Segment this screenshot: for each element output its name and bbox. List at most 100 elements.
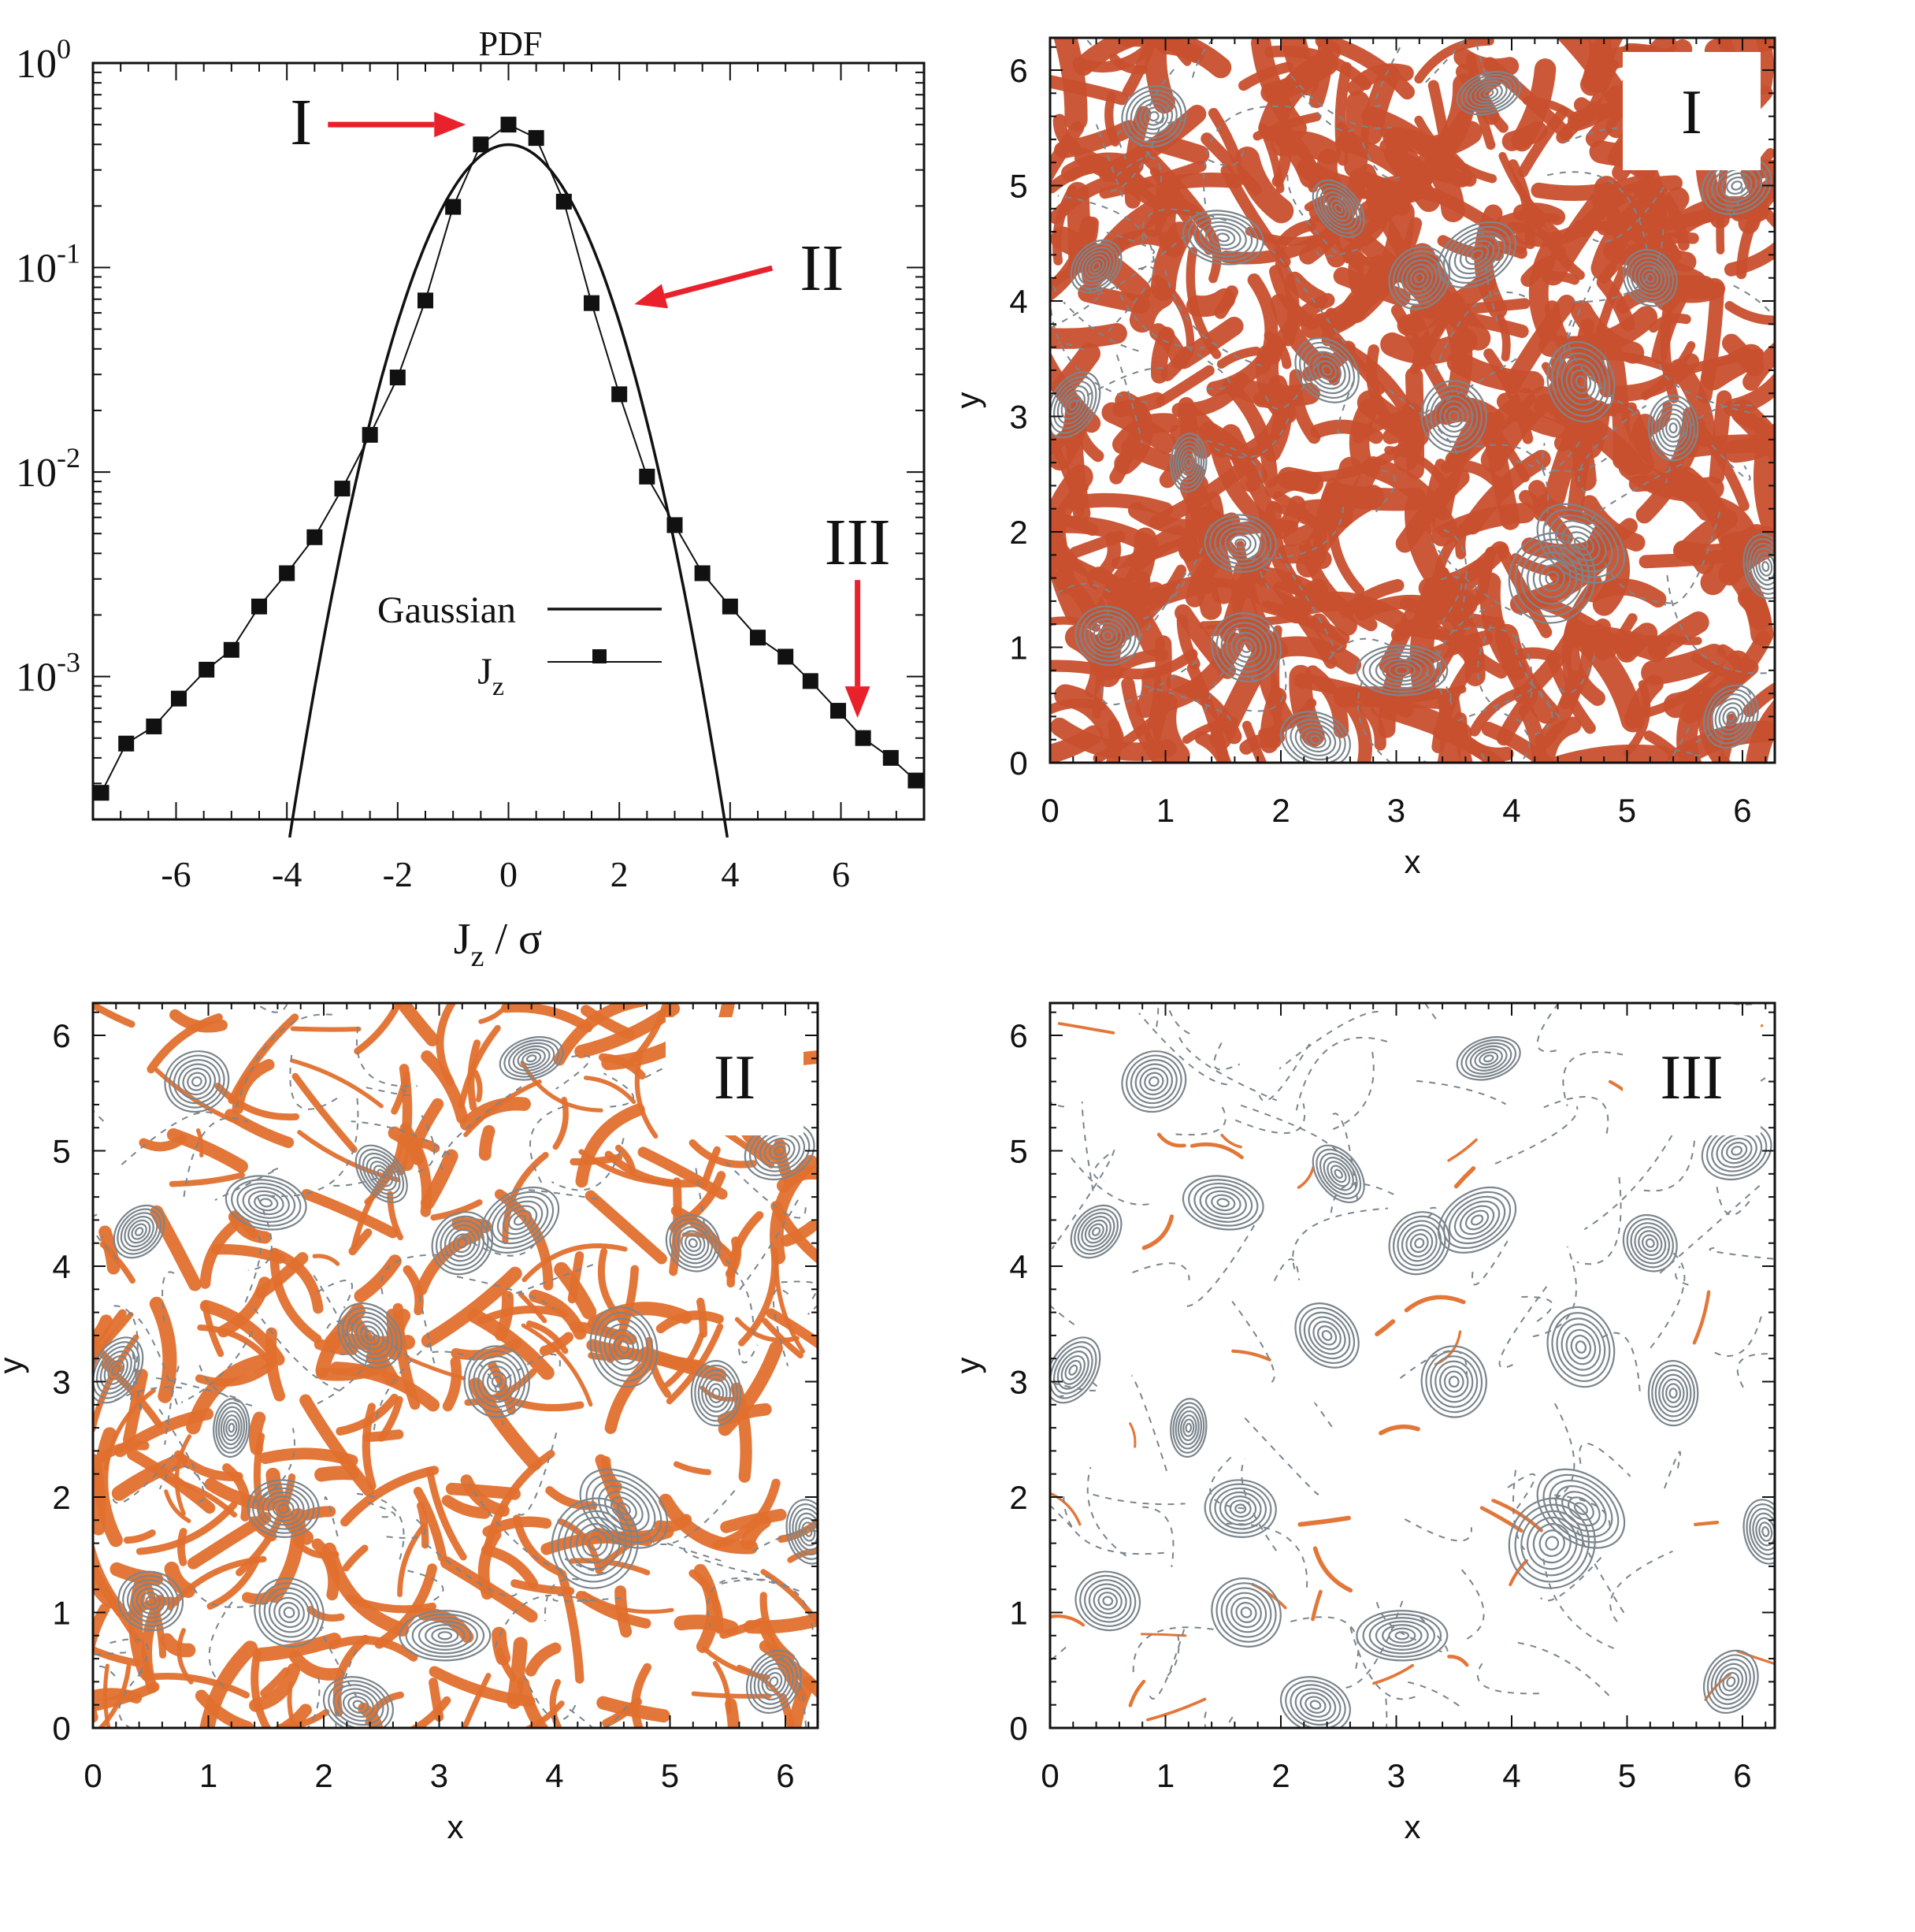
pdf-chart: PDF 100 10-1 10-2 10-3 -6 -4 -2 0 2 4 6 Gaussian …: [16, 24, 926, 973]
x-tick-label: 2: [1271, 792, 1290, 829]
x-tick-label: 6: [832, 854, 850, 894]
x-tick-label: 4: [1502, 1757, 1520, 1794]
x-tick-label: 2: [610, 854, 629, 894]
y-tick-label: 2: [1009, 514, 1027, 551]
jz-point: [334, 481, 351, 497]
jz-point: [306, 529, 323, 545]
jz-point: [584, 295, 599, 311]
x-tick-label: 2: [1271, 1757, 1290, 1794]
y-tick-label: 0: [1009, 1710, 1027, 1747]
jz-point: [279, 565, 295, 581]
jz-point: [855, 730, 871, 746]
x-tick-label: 4: [721, 854, 739, 894]
legend-gaussian-label: Gaussian: [377, 589, 516, 631]
annotation-arrowhead: [634, 284, 668, 309]
x-tick-label: -2: [383, 854, 413, 894]
panel-label: II: [714, 1043, 755, 1113]
x-tick-label: 4: [1502, 792, 1520, 829]
jz-point: [146, 718, 162, 734]
jz-point: [362, 426, 378, 443]
x-tick-label: 1: [1156, 1757, 1175, 1794]
jz-point: [750, 630, 766, 646]
pdf-legend: Gaussian Jz: [377, 589, 662, 701]
x-tick-label: 0: [499, 854, 518, 894]
plot-frame: [1048, 1001, 1776, 1730]
y-axis-label: y: [957, 1358, 986, 1374]
annotation-arrowhead: [434, 112, 466, 138]
y-tick-label: 6: [1009, 52, 1027, 89]
axis-ticks: [1049, 1003, 1775, 1729]
x-axis-label: x: [447, 1808, 464, 1845]
pdf-ticks: [92, 62, 925, 820]
jz-point: [882, 749, 899, 766]
x-tick-label: -6: [161, 854, 191, 894]
jz-point: [171, 690, 187, 707]
x-tick-label: 0: [84, 1757, 102, 1794]
panel-label: I: [1681, 78, 1702, 147]
jz-point: [199, 661, 215, 678]
contour-panel-I: 0 1 2 3 4 5 6 0 1 2 3 4 5 6 x y I: [957, 36, 1776, 880]
jz-point: [555, 193, 572, 210]
y-tick-label: 1: [1009, 630, 1027, 667]
flux-contours-dashed: [1050, 38, 1775, 763]
jz-point: [611, 386, 628, 403]
y-tick-label: 4: [52, 1248, 70, 1285]
jz-point: [418, 292, 433, 309]
pdf-xtick-labels: -6 -4 -2 0 2 4 6: [161, 854, 850, 894]
jz-point: [639, 468, 655, 485]
jz-point: [778, 648, 794, 665]
legend-jz-label: Jz: [477, 651, 504, 701]
jz-point: [223, 641, 239, 658]
y-tick-label: 1: [1009, 1595, 1027, 1632]
jz-point: [251, 598, 267, 615]
annotation-label-III: III: [825, 506, 891, 579]
x-tick-label: 2: [314, 1757, 332, 1794]
x-axis-label: x: [1405, 1808, 1421, 1845]
y-tick-label: 6: [1009, 1017, 1027, 1054]
jz-point: [118, 735, 135, 752]
x-tick-label: -4: [272, 854, 302, 894]
x-tick-label: 5: [1618, 792, 1636, 829]
x-axis-label: x: [1405, 843, 1421, 880]
x-tick-label: 0: [1041, 1757, 1059, 1794]
x-tick-label: 3: [1387, 1757, 1405, 1794]
panel-label-box: [1623, 1017, 1761, 1135]
x-tick-label: 6: [776, 1757, 794, 1794]
panel-label-box: [666, 1017, 803, 1135]
jz-point: [666, 517, 683, 533]
x-tick-label: 6: [1733, 792, 1751, 829]
y-tick-label: 0: [52, 1710, 70, 1747]
x-tick-label: 5: [661, 1757, 679, 1794]
jz-point: [907, 772, 924, 789]
annotation-label-II: II: [800, 232, 844, 305]
jz-point: [500, 117, 517, 133]
pdf-plot-frame: [91, 61, 926, 821]
plot-frame: [1048, 36, 1776, 764]
panel-label: III: [1661, 1043, 1724, 1113]
y-tick-label: 4: [1009, 1248, 1027, 1285]
y-tick-label: 5: [52, 1133, 70, 1170]
y-axis-label: y: [0, 1358, 29, 1374]
jz-point: [829, 703, 846, 719]
x-tick-label: 5: [1618, 1757, 1636, 1794]
jz-point: [722, 598, 738, 615]
jz-point: [473, 136, 489, 153]
jz-point: [445, 199, 462, 215]
y-tick-label: 4: [1009, 283, 1027, 320]
panel-label-box: [1623, 52, 1761, 170]
y-tick-label: 3: [52, 1364, 70, 1401]
y-tick-label: 2: [1009, 1479, 1027, 1516]
y-tick-label: 6: [52, 1017, 70, 1054]
legend-jz-marker: [592, 649, 607, 663]
flux-contours: [1050, 71, 1775, 763]
y-tick-label: 10-2: [16, 442, 80, 496]
y-tick-label: 10-3: [16, 647, 80, 700]
y-tick-label: 1: [52, 1595, 70, 1632]
y-tick-label: 2: [52, 1479, 70, 1516]
jz-point: [802, 673, 818, 689]
contour-panel-II: 0 1 2 3 4 5 6 0 1 2 3 4 5 6 x y II: [0, 1001, 819, 1845]
jz-line: [100, 123, 917, 793]
jz-markers: [93, 117, 924, 801]
y-tick-label: 100: [16, 33, 71, 87]
